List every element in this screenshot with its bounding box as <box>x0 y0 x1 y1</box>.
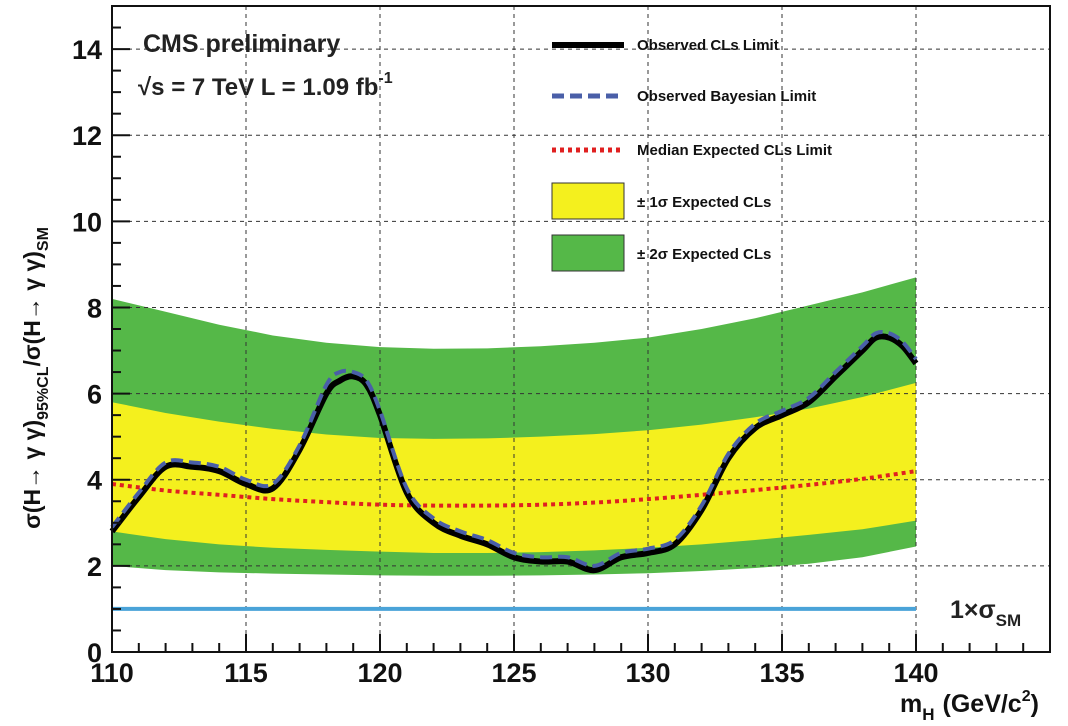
energy-lumi-label: √s = 7 TeV L = 1.09 fb-1 <box>138 70 393 101</box>
x-tick-label: 135 <box>759 658 804 688</box>
y-tick-label: 6 <box>87 380 102 410</box>
legend-label: Observed Bayesian Limit <box>637 88 816 105</box>
experiment-label: CMS preliminary <box>143 30 340 58</box>
observed-bayesian-line <box>110 329 918 568</box>
y-tick-label: 0 <box>87 638 102 668</box>
expected-bands <box>112 277 916 576</box>
limit-curves <box>109 329 919 574</box>
legend-label: ± 2σ Expected CLs <box>637 246 771 263</box>
legend-label: Observed CLs Limit <box>637 37 779 54</box>
legend-label: Median Expected CLs Limit <box>637 142 832 159</box>
x-tick-label: 110 <box>90 658 134 688</box>
legend-box-1sigma <box>551 182 625 220</box>
median-expected-line <box>111 469 917 508</box>
x-tick-label: 115 <box>224 658 268 688</box>
x-tick-label: 120 <box>357 658 402 688</box>
x-tick-label: 140 <box>893 658 938 688</box>
y-tick-label: 4 <box>87 466 102 496</box>
y-tick-label: 14 <box>72 35 102 65</box>
observed-cls-line <box>109 333 919 574</box>
axis-tick-labels: 110 115 120 125 130 135 140 0 2 4 6 8 10 12 14 <box>72 35 939 688</box>
band-1sigma <box>112 382 916 553</box>
y-tick-label: 10 <box>72 207 102 237</box>
axis-ticks <box>111 5 1051 653</box>
x-tick-label: 125 <box>491 658 536 688</box>
y-tick-label: 12 <box>72 121 102 151</box>
y-tick-label: 2 <box>87 552 102 582</box>
sm-label: 1×σSM <box>950 596 1021 630</box>
x-axis-label: mH (GeV/c2) <box>900 688 1039 724</box>
y-tick-label: 8 <box>87 293 102 323</box>
y-axis-label: σ(H→ γ γ)95%CL/σ(H→ γ γ)SM <box>19 227 52 529</box>
x-tick-label: 130 <box>625 658 670 688</box>
legend-box-2sigma <box>551 234 625 272</box>
legend-label: ± 1σ Expected CLs <box>637 194 771 211</box>
legend: Observed CLs Limit Observed Bayesian Limi… <box>551 37 832 272</box>
